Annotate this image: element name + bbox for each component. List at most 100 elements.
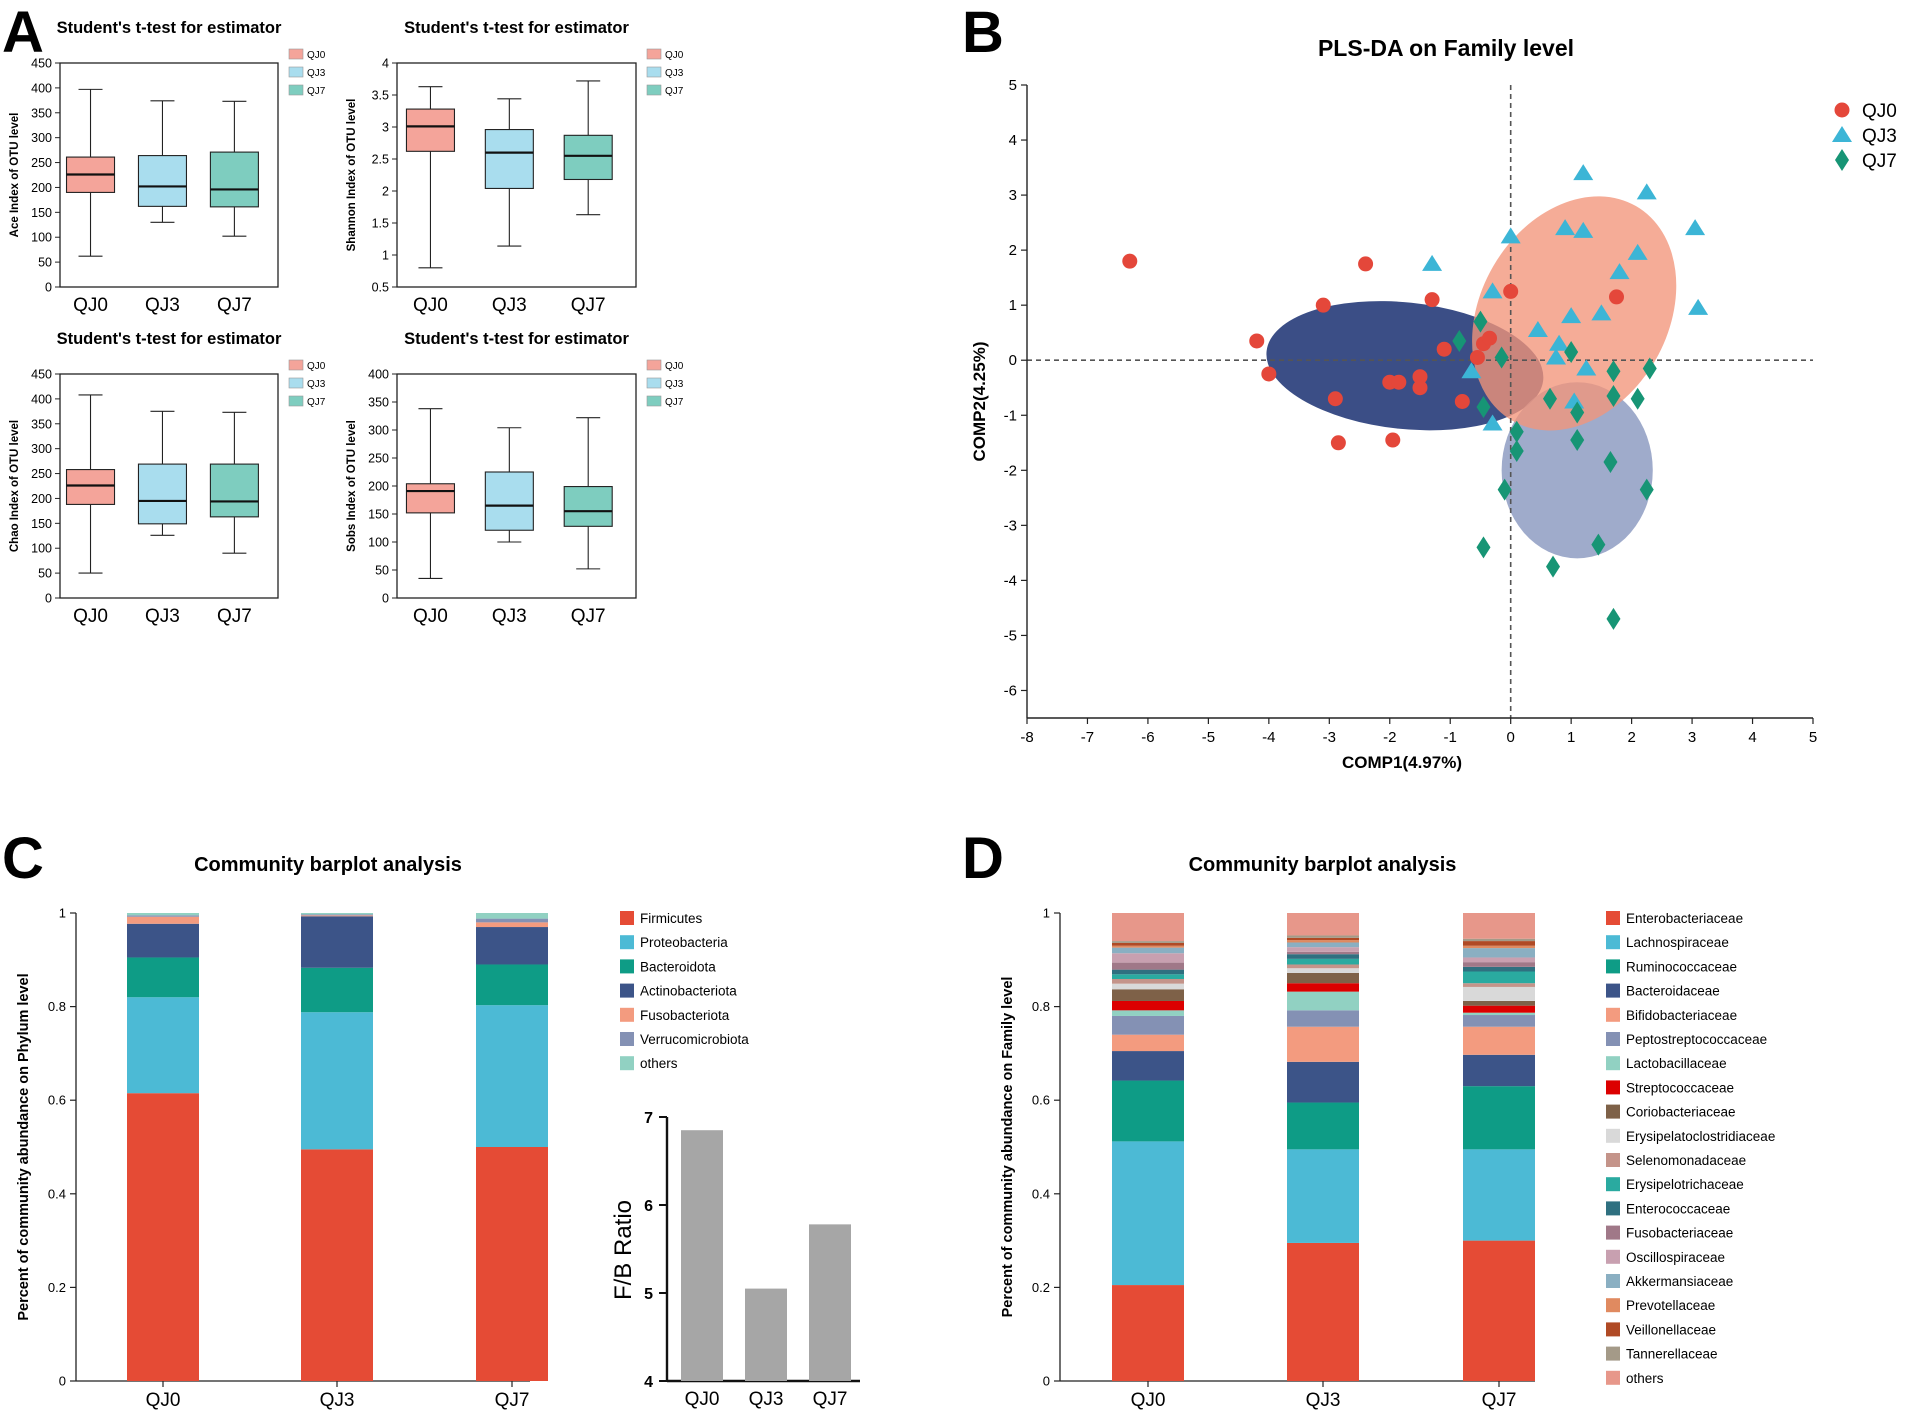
panel-b: B PLS-DA on Family level -8 -7 -6 -5 -4 -3 -2 -1…: [962, 0, 1897, 772]
y-tick-label: 4: [1009, 132, 1017, 149]
point-qj7: [1542, 387, 1557, 410]
point-qj0: [1261, 366, 1277, 382]
bar-segment: [1287, 942, 1359, 948]
legend-swatch: [288, 359, 304, 371]
y-tick-label: 1: [59, 906, 66, 921]
legend-swatch: [1606, 1177, 1620, 1192]
legend-swatch: [1606, 1032, 1620, 1046]
x-tick-label: 4: [1748, 729, 1756, 746]
panel-c: C Community barplot analysis 0 0.2 0.4 0.6 0.…: [2, 826, 860, 1410]
legend-marker-qj7: [1835, 149, 1849, 171]
box-body: [137, 463, 188, 525]
point-qj3: [1422, 254, 1443, 271]
point-qj3: [1573, 164, 1594, 181]
legend-label: Oscillospiraceae: [1626, 1250, 1725, 1265]
y-tick-label: 4: [644, 1374, 653, 1391]
chart-title: Community barplot analysis: [1189, 854, 1457, 876]
box-qj0: [405, 86, 456, 269]
stacked-bar-qj0: [1112, 913, 1184, 1381]
legend-swatch: [288, 66, 304, 78]
bar-segment: [1287, 937, 1359, 941]
point-qj0: [1412, 380, 1428, 396]
y-axis-label: F/B Ratio: [610, 1200, 637, 1300]
bar-segment: [1463, 938, 1535, 942]
y-tick-label: 250: [368, 452, 389, 466]
point-qj0: [1315, 297, 1331, 313]
bar-segment: [301, 916, 373, 968]
bar-segment: [476, 913, 548, 919]
x-tick-label: 2: [1627, 729, 1635, 746]
chart-title: Community barplot analysis: [194, 854, 462, 876]
point-qj0: [1412, 369, 1428, 385]
bar-segment: [1112, 1034, 1184, 1052]
x-tick-label: QJ3: [492, 295, 527, 316]
y-tick-label: -2: [1004, 462, 1017, 479]
box-qj7: [563, 80, 613, 216]
x-tick-label: QJ7: [217, 295, 252, 316]
y-axis-label: Sobs Index of OTU level: [346, 420, 358, 552]
y-tick-label: 3: [1009, 187, 1017, 204]
legend-label: QJ0: [307, 50, 326, 61]
bar-segment: [1112, 1015, 1184, 1035]
box-qj3: [137, 410, 188, 536]
boxplot-chao: Student's t-test for estimator 0 50 100 150 2…: [9, 330, 326, 627]
y-tick-label: 100: [368, 536, 389, 550]
legend-swatch: [1606, 1080, 1620, 1095]
fb-ratio-bar: [809, 1224, 851, 1381]
legend-swatch: [646, 66, 662, 78]
box-body: [405, 108, 456, 152]
bar-segment: [1463, 966, 1535, 972]
y-tick-label: 0: [1043, 1374, 1050, 1389]
legend-label: others: [1626, 1371, 1664, 1386]
box-body: [65, 469, 116, 505]
box-body: [209, 151, 259, 208]
y-tick-label: 2: [382, 185, 389, 199]
legend-swatch: [1606, 1201, 1620, 1216]
x-tick-label: QJ0: [685, 1389, 720, 1410]
y-tick-label: 1: [382, 249, 389, 263]
bar-segment: [1463, 1015, 1535, 1027]
point-qj3: [1527, 320, 1548, 337]
fb-ratio-bar-chart: 4 5 6 7 F/B Ratio QJ0 QJ3 QJ7: [610, 1110, 860, 1410]
point-qj3: [1688, 298, 1709, 315]
bar-segment: [1112, 1080, 1184, 1142]
y-tick-label: 2.5: [372, 153, 389, 167]
y-tick-label: 0.5: [372, 281, 389, 295]
legend-label: QJ3: [307, 68, 326, 79]
x-tick-label: -5: [1202, 729, 1215, 746]
legend-swatch: [1606, 1056, 1620, 1071]
legend-swatch: [620, 1007, 634, 1022]
point-qj3: [1549, 334, 1570, 351]
legend-label: Actinobacteriota: [640, 984, 737, 999]
y-tick-label: 3: [382, 121, 389, 135]
bar-segment: [301, 914, 373, 916]
box-body: [209, 463, 259, 518]
chart-title: PLS-DA on Family level: [1318, 35, 1574, 61]
legend-label: Erysipelotrichaceae: [1626, 1177, 1744, 1192]
x-tick-label: -6: [1141, 729, 1154, 746]
y-axis-label: Percent of community abundance on Family…: [1000, 977, 1016, 1318]
point-qj0: [1469, 349, 1485, 365]
y-tick-label: 150: [31, 206, 52, 220]
legend-label: Prevotellaceae: [1626, 1298, 1715, 1313]
legend-swatch: [620, 983, 634, 998]
legend-label: QJ7: [1862, 151, 1897, 172]
bar-segment: [1287, 1149, 1359, 1243]
legend-swatch: [288, 48, 304, 60]
bar-segment: [1463, 971, 1535, 984]
y-tick-label: 0: [59, 1374, 66, 1389]
bar-segment: [1112, 989, 1184, 1001]
y-tick-label: 200: [368, 480, 389, 494]
point-qj7: [1476, 396, 1491, 419]
legend-marker-qj0: [1834, 102, 1850, 118]
box-body: [484, 129, 534, 189]
x-tick-label: -4: [1262, 729, 1275, 746]
point-qj7: [1509, 420, 1524, 443]
point-qj3: [1546, 348, 1567, 365]
point-qj0: [1385, 432, 1401, 448]
bar-segment: [127, 913, 199, 916]
bar-segment: [476, 1147, 548, 1381]
x-tick-label: QJ0: [1131, 1390, 1166, 1410]
legend-swatch: [1606, 911, 1620, 925]
bar-segment: [301, 915, 373, 917]
